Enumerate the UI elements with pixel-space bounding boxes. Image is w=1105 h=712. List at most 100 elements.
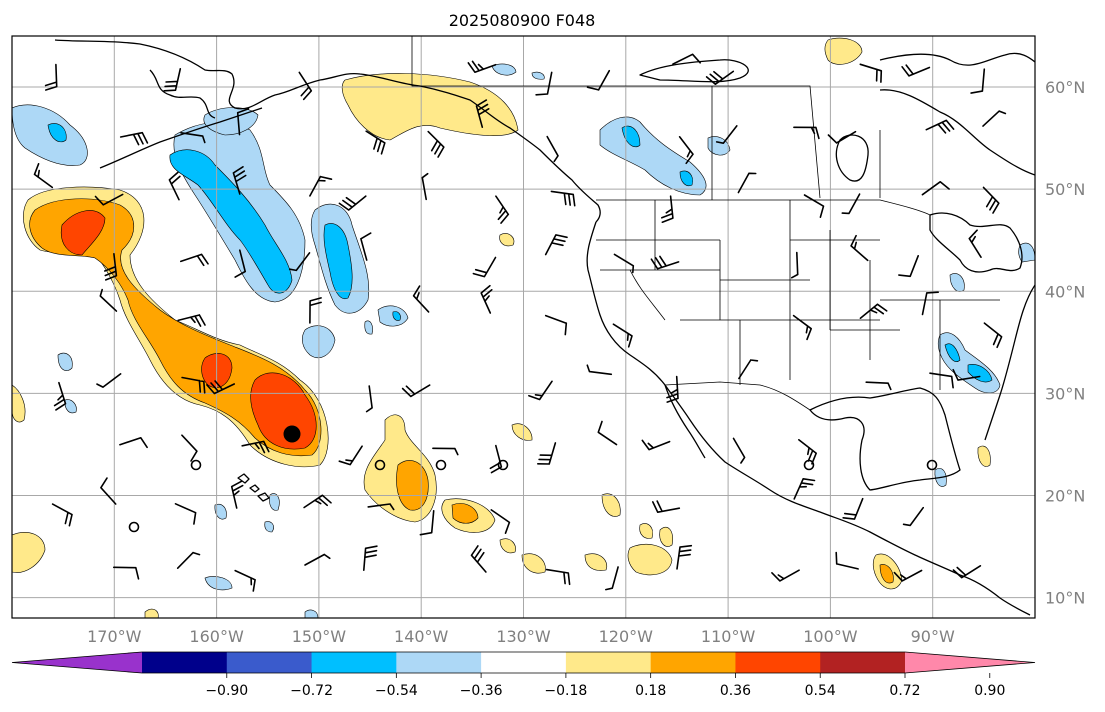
wind-barb [605, 566, 619, 591]
coast-hudson [835, 134, 869, 182]
latitude-tick-label: 50°N [1045, 180, 1085, 199]
colorbar-tick-label: −0.18 [544, 683, 587, 699]
wind-barb [732, 437, 746, 464]
colorbar-tick-label: −0.54 [375, 683, 418, 699]
shade-yellow-c3 [584, 553, 608, 571]
wind-barb [181, 434, 198, 462]
coast-labrador [879, 89, 1035, 176]
wind-barb [641, 439, 671, 451]
wind-barb [168, 171, 181, 201]
shade-blue-canada-b [679, 170, 693, 187]
wind-barb [432, 447, 459, 456]
coast-gulf [809, 387, 961, 491]
shade-lightblue-east-edge [1018, 242, 1035, 263]
shade-blue-westedge [47, 123, 67, 143]
wind-barb [53, 381, 67, 411]
border-us-mexico [664, 381, 811, 411]
coast-east [984, 284, 1035, 441]
longitude-tick-labels: 170°W 160°W 150°W 140°W 130°W 120°W 110°W 100°W… [87, 627, 955, 646]
wind-barb [475, 99, 490, 128]
wind-barb [365, 385, 373, 413]
wind-barb [803, 194, 825, 218]
wind-barb [544, 234, 568, 256]
calm-circle [803, 459, 815, 471]
coast-hawaii-c [257, 492, 270, 502]
colorbar-segment [311, 652, 397, 673]
wind-barb [119, 131, 149, 146]
wind-barb [738, 359, 759, 380]
wind-barb [968, 229, 982, 258]
wind-barb [177, 314, 206, 327]
wind-barb [983, 322, 1003, 349]
border-canada-provinces-a [520, 85, 821, 199]
wind-barb [859, 303, 888, 319]
wind-barb [230, 480, 244, 509]
shade-blue-aleutian [169, 149, 293, 294]
shade-yellow-oregon [499, 233, 515, 247]
latitude-tick-label: 40°N [1045, 282, 1085, 301]
wind-barb [99, 288, 118, 312]
calm-circle [926, 459, 938, 471]
colorbar-tick-label: −0.72 [290, 683, 333, 699]
wind-barb [586, 69, 611, 91]
wind-barb [94, 193, 124, 206]
border-us-states-b [629, 239, 900, 331]
wind-barb [771, 569, 800, 582]
shade-red-west-a [60, 210, 106, 256]
shade-lightblue-s1 [214, 503, 227, 520]
wind-barb [793, 126, 820, 140]
coast-hawaii-a [237, 473, 250, 484]
wind-barb [705, 70, 735, 85]
wind-barb [96, 373, 122, 388]
wind-barb [427, 130, 445, 158]
wind-barb [303, 494, 332, 509]
wind-barb [893, 569, 923, 582]
colorbar-tick-labels: −0.90 −0.72 −0.54 −0.36 −0.18 0.18 0.36 0.54 0.7… [205, 673, 1005, 699]
latitude-tick-label: 10°N [1045, 589, 1085, 608]
calm-circle [497, 459, 509, 471]
shade-yellow-c5 [627, 544, 673, 576]
colorbar [11, 651, 1036, 674]
wind-barb [470, 545, 487, 573]
colorbar-tick-label: 0.18 [635, 683, 666, 699]
wind-barb [613, 253, 635, 274]
wind-barb [901, 64, 931, 77]
wind-barb [33, 163, 54, 189]
wind-barb [793, 478, 816, 500]
shade-red-hawaii [250, 372, 317, 450]
calm-wind-circles [128, 459, 938, 533]
wind-barb [597, 420, 618, 446]
wind-barb [929, 372, 954, 389]
wind-barb [586, 364, 613, 376]
wind-barb [180, 132, 206, 144]
wind-barb [419, 510, 435, 536]
shade-lightblue-s2 [204, 576, 233, 591]
wind-barb [234, 249, 246, 278]
wind-barb [44, 63, 58, 91]
wind-barb [835, 551, 859, 570]
wind-barb [859, 63, 883, 83]
shade-orange-central-b [451, 503, 479, 524]
calm-circle [435, 459, 447, 471]
shade-lightblue-s3 [269, 493, 280, 511]
wind-barb [898, 255, 919, 278]
wind-barb [181, 376, 206, 394]
wind-barb [676, 544, 693, 570]
colorbar-tick-label: 0.72 [889, 683, 920, 699]
colorbar-segment [396, 652, 482, 673]
wind-barb [678, 136, 694, 165]
wind-barb [982, 186, 1000, 214]
wind-barb [363, 545, 378, 571]
longitude-tick-label: 170°W [87, 627, 142, 646]
shade-blue-midpac-b [392, 311, 401, 321]
wind-barb [421, 172, 429, 201]
wind-barb [921, 291, 939, 316]
wind-barb [241, 440, 270, 454]
shade-orange-central [396, 460, 429, 511]
wind-barb [666, 375, 679, 403]
wind-barb [952, 565, 982, 579]
latitude-tick-labels: 60°N 50°N 40°N 30°N 20°N 10°N [1045, 78, 1085, 608]
wind-barb [176, 551, 201, 569]
shade-lightblue-s7 [364, 320, 373, 335]
